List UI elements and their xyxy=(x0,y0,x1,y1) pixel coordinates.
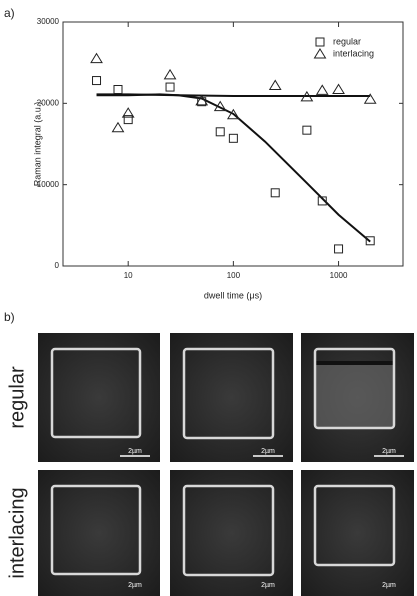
y-axis-label: Raman integral (a.u.) xyxy=(32,102,42,187)
marker-triangle xyxy=(332,83,345,95)
marker-square xyxy=(123,115,133,125)
scale-bar-label: 2µm xyxy=(261,582,275,589)
panel-label: b) xyxy=(4,310,15,324)
micrograph xyxy=(38,333,160,462)
x-tick-label: 100 xyxy=(227,271,241,280)
panel-label: a) xyxy=(4,6,15,20)
marker-triangle xyxy=(195,94,209,106)
scale-bar-label: 2µm xyxy=(261,448,275,455)
scale-bar-label: 2µm xyxy=(128,582,142,589)
dark-band xyxy=(315,361,394,365)
x-tick-label: 10 xyxy=(124,271,133,280)
marker-triangle xyxy=(226,108,240,120)
marker-square xyxy=(92,76,102,86)
x-tick-label: 1000 xyxy=(330,271,348,280)
fit-line xyxy=(96,93,371,98)
square-frame xyxy=(313,347,396,430)
marker-square xyxy=(270,188,280,198)
micrograph xyxy=(301,470,414,596)
square-frame xyxy=(50,484,142,576)
marker-square xyxy=(228,133,238,143)
marker-square xyxy=(302,125,312,135)
x-axis-label: dwell time (μs) xyxy=(204,290,262,300)
scale-bar-label: 2µm xyxy=(382,582,396,589)
marker-triangle xyxy=(111,121,125,133)
square-frame xyxy=(50,347,142,439)
y-tick-label: 0 xyxy=(55,261,60,270)
y-tick-label: 10000 xyxy=(37,180,60,189)
y-tick-label: 30000 xyxy=(37,17,60,26)
micrograph xyxy=(170,333,293,462)
marker-triangle xyxy=(313,48,327,59)
plot-frame xyxy=(62,21,404,267)
marker-square xyxy=(315,37,325,47)
legend-label: regular xyxy=(333,36,361,46)
marker-triangle xyxy=(300,90,314,102)
marker-triangle xyxy=(315,84,329,95)
row-label: interlacing xyxy=(6,487,28,578)
fit-line xyxy=(96,93,371,243)
row-label: regular xyxy=(6,366,28,429)
marker-square xyxy=(317,196,327,206)
y-tick-label: 20000 xyxy=(37,98,60,107)
square-frame xyxy=(182,347,275,440)
marker-triangle xyxy=(90,52,103,64)
marker-triangle xyxy=(121,107,135,118)
marker-square xyxy=(113,85,123,95)
micrograph xyxy=(170,470,293,596)
scale-bar-label: 2µm xyxy=(382,448,396,455)
marker-triangle xyxy=(268,79,282,90)
marker-square xyxy=(334,244,344,254)
square-frame xyxy=(313,484,396,567)
square-frame xyxy=(182,484,275,577)
micrograph xyxy=(38,470,160,596)
scale-bar-label: 2µm xyxy=(128,448,142,455)
bright-interior xyxy=(315,363,394,428)
legend-label: interlacing xyxy=(333,48,374,58)
marker-square xyxy=(165,82,175,92)
marker-triangle xyxy=(363,93,377,104)
marker-square xyxy=(365,236,375,246)
marker-triangle xyxy=(213,100,227,112)
marker-triangle xyxy=(163,68,177,80)
marker-square xyxy=(215,127,225,137)
